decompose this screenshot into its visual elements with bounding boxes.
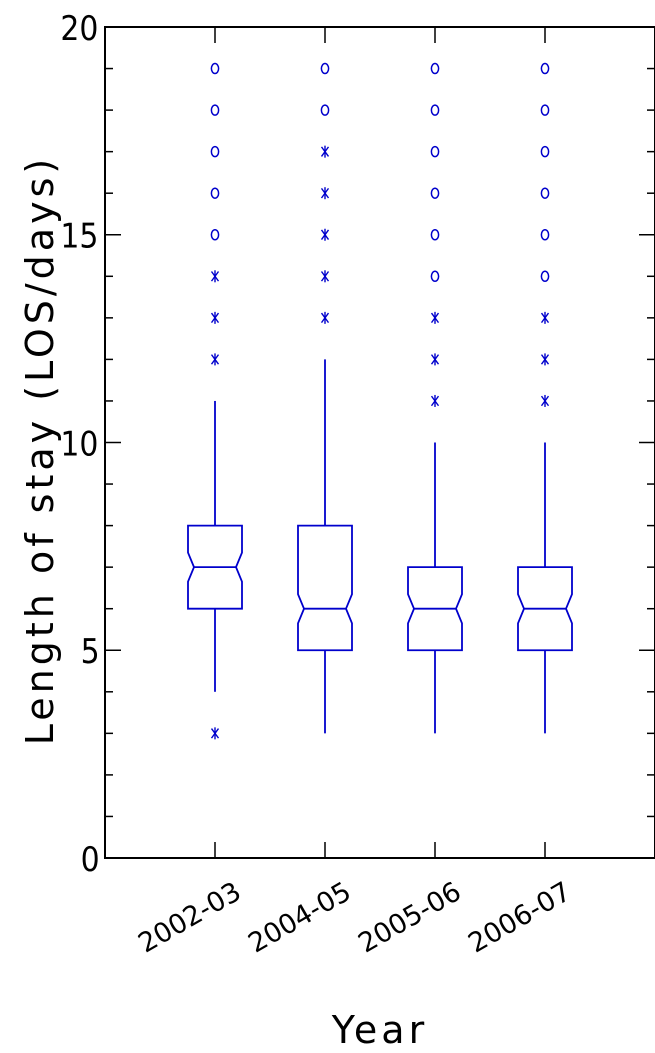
outlier-circle: [210, 62, 220, 75]
outlier-star: [540, 311, 550, 324]
outlier-circle: [430, 270, 440, 283]
outlier-circle: [540, 145, 550, 158]
outlier-circle: [320, 104, 330, 116]
outlier-circle: [210, 229, 220, 241]
star-stroke: [540, 354, 550, 365]
y-tick-label: 20: [60, 8, 98, 48]
star-stroke: [430, 354, 440, 365]
y-axis: 0 5 10 15 20: [60, 8, 655, 879]
outlier-star: [210, 270, 220, 283]
y-tick-label: 10: [60, 424, 98, 464]
outlier-star: [320, 270, 330, 283]
outlier-star: [210, 727, 220, 740]
outlier-star: [320, 228, 330, 241]
x-tick-label: 2006-07: [463, 876, 576, 959]
outlier-star: [210, 353, 220, 366]
outlier-star: [320, 187, 330, 200]
outlier-star: [320, 311, 330, 324]
outlier-circle: [210, 145, 220, 158]
x-axis-title: Year: [331, 1008, 428, 1052]
box-2004-05: [297, 62, 353, 734]
outlier-circle: [540, 62, 550, 75]
star-stroke: [320, 229, 330, 240]
box-body: [407, 566, 463, 652]
box-body: [297, 524, 353, 652]
outlier-circle: [540, 229, 550, 241]
outlier-circle: [210, 187, 220, 199]
x-tick-label: 2002-03: [133, 876, 246, 959]
x-tick-label: 2005-06: [353, 876, 466, 959]
x-tick-label: 2004-05: [243, 876, 356, 959]
star-stroke: [430, 395, 440, 407]
plot-frame: [104, 26, 655, 859]
outlier-circle: [430, 229, 440, 241]
star-stroke: [430, 312, 440, 324]
outlier-star: [430, 394, 440, 407]
outlier-star: [540, 394, 550, 407]
outlier-star: [430, 353, 440, 366]
outlier-circle: [210, 104, 220, 116]
box-body: [187, 524, 243, 610]
star-stroke: [320, 187, 330, 199]
box-2006-07: [517, 62, 573, 734]
star-stroke: [320, 312, 330, 324]
box-2002-03: [187, 62, 243, 740]
boxes-layer: [187, 62, 573, 740]
outlier-circle: [320, 62, 330, 75]
outlier-circle: [430, 62, 440, 75]
star-stroke: [210, 728, 220, 739]
star-stroke: [210, 271, 220, 282]
y-tick-label: 15: [60, 216, 98, 256]
star-stroke: [210, 312, 220, 324]
outlier-circle: [430, 187, 440, 199]
star-stroke: [320, 146, 330, 157]
outlier-circle: [540, 104, 550, 116]
outlier-star: [320, 145, 330, 158]
outlier-circle: [540, 187, 550, 199]
outlier-circle: [430, 145, 440, 158]
box-2005-06: [407, 62, 463, 734]
outlier-circle: [430, 104, 440, 116]
y-tick-label: 5: [81, 631, 100, 671]
star-stroke: [540, 395, 550, 407]
star-stroke: [540, 312, 550, 324]
star-stroke: [320, 271, 330, 282]
outlier-star: [210, 311, 220, 324]
outlier-star: [540, 353, 550, 366]
y-axis-title: Length of stay (LOS/days): [18, 155, 62, 745]
box-body: [517, 566, 573, 652]
outlier-star: [430, 311, 440, 324]
y-tick-label: 0: [81, 839, 100, 879]
outlier-circle: [540, 270, 550, 283]
star-stroke: [210, 354, 220, 365]
